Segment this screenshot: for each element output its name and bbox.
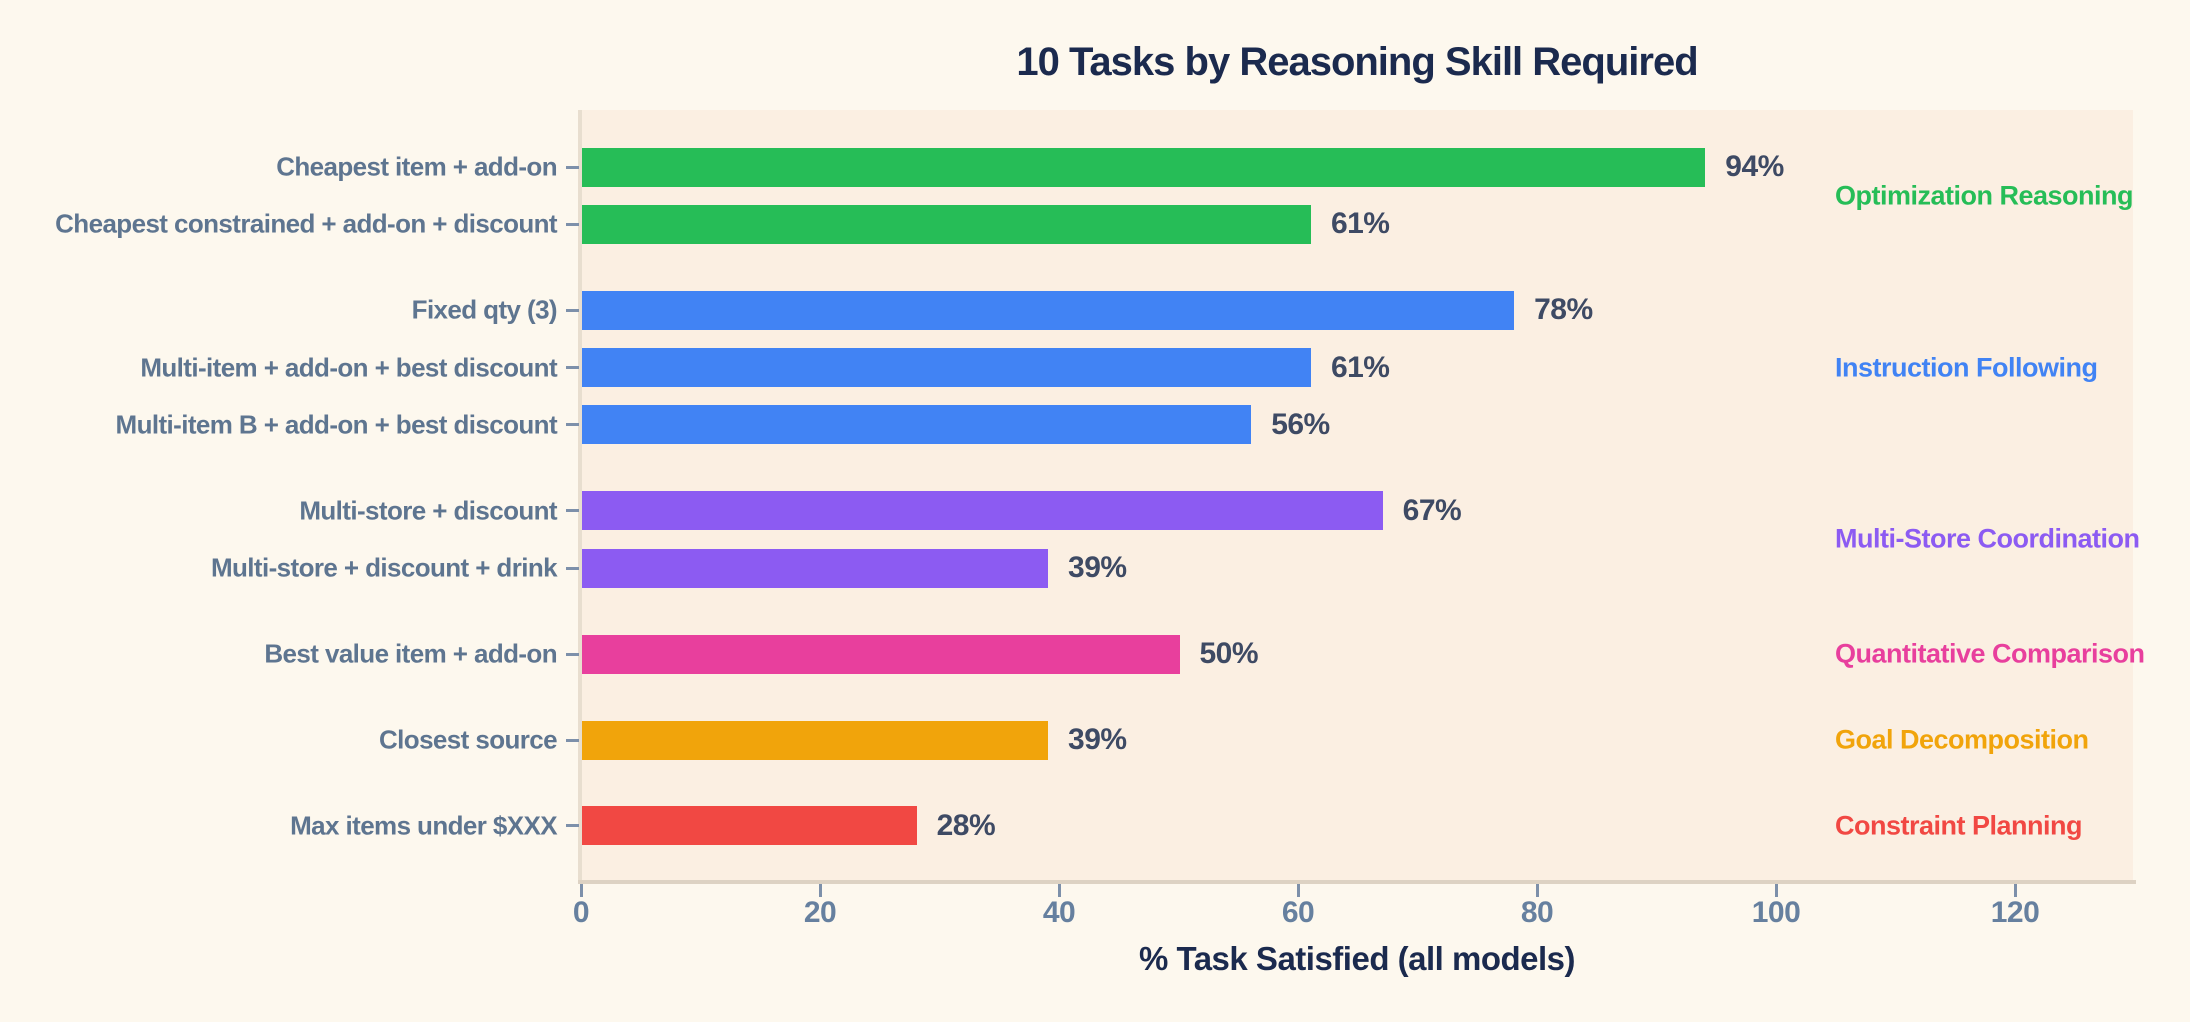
bar-value-label: 94% xyxy=(1725,150,1784,183)
bar xyxy=(582,290,1514,330)
category-label: Closest source xyxy=(378,724,558,755)
category-tick-mark xyxy=(566,222,579,226)
group-label: Constraint Planning xyxy=(1835,810,2083,841)
x-tick-label: 100 xyxy=(1751,896,1801,929)
category-tick-mark xyxy=(566,566,579,570)
x-tick-mark xyxy=(1296,884,1300,897)
bar xyxy=(582,204,1311,244)
bar-value-label: 56% xyxy=(1271,407,1330,441)
x-tick-mark xyxy=(1774,884,1778,897)
category-label: Best value item + add-on xyxy=(264,638,557,669)
group-label: Multi-Store Coordination xyxy=(1835,523,2140,554)
category-tick-mark xyxy=(566,165,579,169)
bar-value-label: 50% xyxy=(1199,637,1259,671)
category-tick-mark xyxy=(566,423,579,427)
bar-value-label: 39% xyxy=(1068,723,1127,756)
x-tick-label: 20 xyxy=(803,896,837,929)
bar-value-label: 61% xyxy=(1330,350,1390,384)
bar-value-label: 39% xyxy=(1068,551,1127,585)
y-axis-spine xyxy=(578,110,582,883)
x-tick-label: 60 xyxy=(1281,896,1315,929)
category-tick-mark xyxy=(566,738,579,742)
x-axis-label: % Task Satisfied (all models) xyxy=(1138,940,1576,977)
category-tick-mark xyxy=(566,652,579,656)
x-tick-label: 120 xyxy=(1990,896,2040,929)
bar xyxy=(582,634,1180,674)
bar-value-label: 28% xyxy=(936,808,996,842)
bar-value-label: 61% xyxy=(1330,207,1390,241)
bar xyxy=(582,720,1048,760)
chart-title: 10 Tasks by Reasoning Skill Required xyxy=(1016,40,1698,84)
category-label: Multi-store + discount xyxy=(299,495,557,526)
category-label: Cheapest constrained + add-on + discount xyxy=(55,208,557,239)
category-label: Multi-item + add-on + best discount xyxy=(140,352,557,383)
category-label: Multi-store + discount + drink xyxy=(210,552,558,583)
category-label: Multi-item B + add-on + best discount xyxy=(115,409,558,440)
bar xyxy=(582,147,1705,187)
category-tick-mark xyxy=(566,308,579,312)
category-tick-mark xyxy=(566,509,579,513)
x-axis-line xyxy=(578,880,2136,884)
category-label: Fixed qty (3) xyxy=(411,294,558,325)
group-label: Instruction Following xyxy=(1835,352,2098,383)
category-tick-mark xyxy=(566,366,579,370)
bar xyxy=(582,548,1048,588)
bar xyxy=(582,491,1383,531)
category-label: Cheapest item + add-on xyxy=(276,151,557,182)
category-label: Max items under $XXX xyxy=(290,810,557,841)
group-label: Optimization Reasoning xyxy=(1835,180,2134,211)
bar-value-label: 67% xyxy=(1402,493,1462,527)
category-tick-mark xyxy=(566,824,579,828)
x-tick-label: 80 xyxy=(1520,896,1554,929)
x-tick-label: 40 xyxy=(1042,896,1076,929)
x-tick-label: 0 xyxy=(572,896,590,929)
bar xyxy=(582,806,917,846)
x-tick-mark xyxy=(2013,884,2017,897)
x-tick-mark xyxy=(579,884,583,897)
x-tick-mark xyxy=(1057,884,1061,897)
bar xyxy=(582,348,1311,388)
group-label: Goal Decomposition xyxy=(1835,724,2089,755)
group-label: Quantitative Comparison xyxy=(1835,638,2145,669)
bar-value-label: 78% xyxy=(1534,293,1593,327)
bar xyxy=(582,405,1251,445)
x-tick-mark xyxy=(818,884,822,897)
x-tick-mark xyxy=(1535,884,1539,897)
